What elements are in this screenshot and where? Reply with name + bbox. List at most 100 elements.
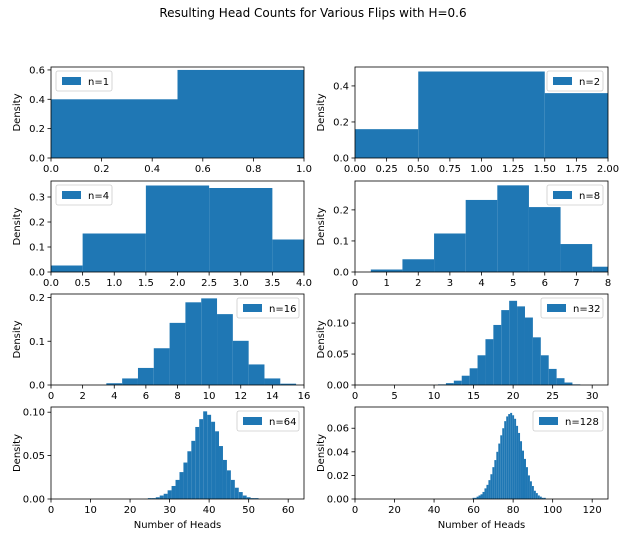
bar-1 (122, 378, 138, 385)
bar-0 (51, 265, 83, 272)
x-tick-label: 2.00 (597, 164, 619, 175)
histogram-bars (355, 71, 608, 158)
legend-label: n=2 (579, 77, 600, 88)
x-tick-label: 30 (163, 505, 176, 516)
legend-swatch (243, 304, 262, 312)
x-tick-label: 0.75 (439, 164, 461, 175)
bar-23 (518, 432, 521, 499)
bar-14 (500, 435, 503, 499)
x-tick-label: 0.2 (94, 164, 110, 175)
y-tick-label: 0.06 (327, 424, 349, 435)
x-tick-label: 1 (383, 278, 389, 289)
y-tick-label: 0.04 (327, 447, 349, 458)
x-tick-label: 0.25 (375, 164, 397, 175)
bar-8 (501, 310, 510, 385)
x-tick-label: 0 (48, 505, 54, 516)
bar-25 (246, 497, 251, 499)
x-axis-label: Number of Heads (134, 520, 222, 531)
histogram-bars (472, 412, 546, 499)
bar-2 (476, 496, 479, 499)
y-tick-label: 0.0 (29, 154, 45, 165)
bar-1 (402, 259, 435, 272)
bar-4 (497, 185, 529, 272)
legend: n=16 (236, 297, 300, 319)
bar-8 (488, 480, 491, 499)
legend-swatch (547, 304, 566, 312)
legend-box (55, 184, 113, 206)
axes-frame (50, 66, 305, 159)
bar-1 (151, 498, 156, 499)
bar-9 (509, 300, 518, 385)
bar-27 (254, 498, 259, 499)
bar-9 (183, 462, 188, 499)
x-axis-label: Number of Heads (438, 520, 526, 531)
bar-12 (496, 451, 499, 499)
x-tick-label: 16 (298, 391, 311, 402)
histogram-bars (438, 300, 581, 385)
axes-frame (354, 406, 609, 500)
bar-5 (477, 355, 486, 385)
y-tick-label: 0.3 (29, 193, 45, 204)
bar-5 (167, 490, 172, 499)
bar-24 (520, 441, 523, 499)
bar-17 (506, 416, 509, 499)
y-tick-label: 0.00 (327, 381, 349, 392)
bar-3 (478, 495, 481, 499)
x-tick-label: 60 (467, 505, 480, 516)
histogram-bars (51, 185, 304, 272)
bar-35 (541, 497, 544, 499)
x-tick-label: 60 (282, 505, 295, 516)
histogram-bars (51, 69, 304, 158)
x-tick-label: 0 (352, 278, 358, 289)
x-tick-label: 50 (242, 505, 255, 516)
x-tick-label: 0.8 (245, 164, 261, 175)
x-tick-label: 0.5 (75, 278, 91, 289)
subplot-n=64: 0 10 20 30 40 50 60 0.00 0.05 0.10 Density Number o… (12, 406, 305, 531)
y-axis-label: Density (316, 434, 327, 472)
bar-26 (250, 498, 255, 499)
bar-11 (524, 317, 533, 385)
legend-label: n=128 (565, 417, 599, 428)
bar-26 (523, 458, 526, 499)
bar-6 (201, 298, 218, 385)
x-tick-label: 2.5 (201, 278, 217, 289)
bar-2 (145, 185, 210, 272)
bar-36 (543, 497, 546, 499)
bar-25 (522, 450, 524, 499)
histogram-bars (147, 411, 259, 499)
y-axis-label: Density (12, 207, 23, 245)
y-tick-label: 0.05 (327, 350, 349, 361)
histogram-bars (106, 298, 297, 385)
subplot-n=4: 0.0 0.5 1.0 1.5 2.0 2.5 3.0 3.5 4.0 0.0 0.1 0.2 0.3 D… (12, 180, 312, 289)
legend-label: n=8 (579, 191, 600, 202)
bar-18 (508, 414, 511, 499)
y-axis-label: Density (12, 93, 23, 131)
x-tick-label: 7 (573, 278, 579, 289)
legend: n=1 (55, 70, 113, 92)
legend-swatch (62, 191, 81, 199)
x-tick-label: 4 (478, 278, 484, 289)
bar-20 (226, 470, 231, 499)
y-tick-label: 0.0 (29, 381, 45, 392)
bar-24 (242, 495, 247, 499)
bar-29 (529, 481, 532, 499)
x-tick-label: 0 (48, 391, 54, 402)
bar-1 (418, 71, 545, 158)
y-tick-label: 0.2 (29, 124, 45, 135)
legend-box (546, 184, 604, 206)
bar-6 (484, 488, 487, 499)
bar-11 (191, 440, 196, 499)
bar-9 (248, 364, 265, 385)
x-tick-label: 8 (605, 278, 611, 289)
legend-label: n=4 (88, 191, 109, 202)
y-tick-label: 0.2 (333, 205, 349, 216)
x-tick-label: 1.0 (296, 164, 312, 175)
histogram-bars (370, 185, 608, 272)
y-tick-label: 0.2 (29, 218, 45, 229)
y-axis-label: Density (316, 93, 327, 131)
bar-3 (153, 348, 170, 385)
bar-16 (504, 421, 507, 499)
bar-7 (486, 484, 489, 499)
bar-0 (370, 269, 403, 272)
